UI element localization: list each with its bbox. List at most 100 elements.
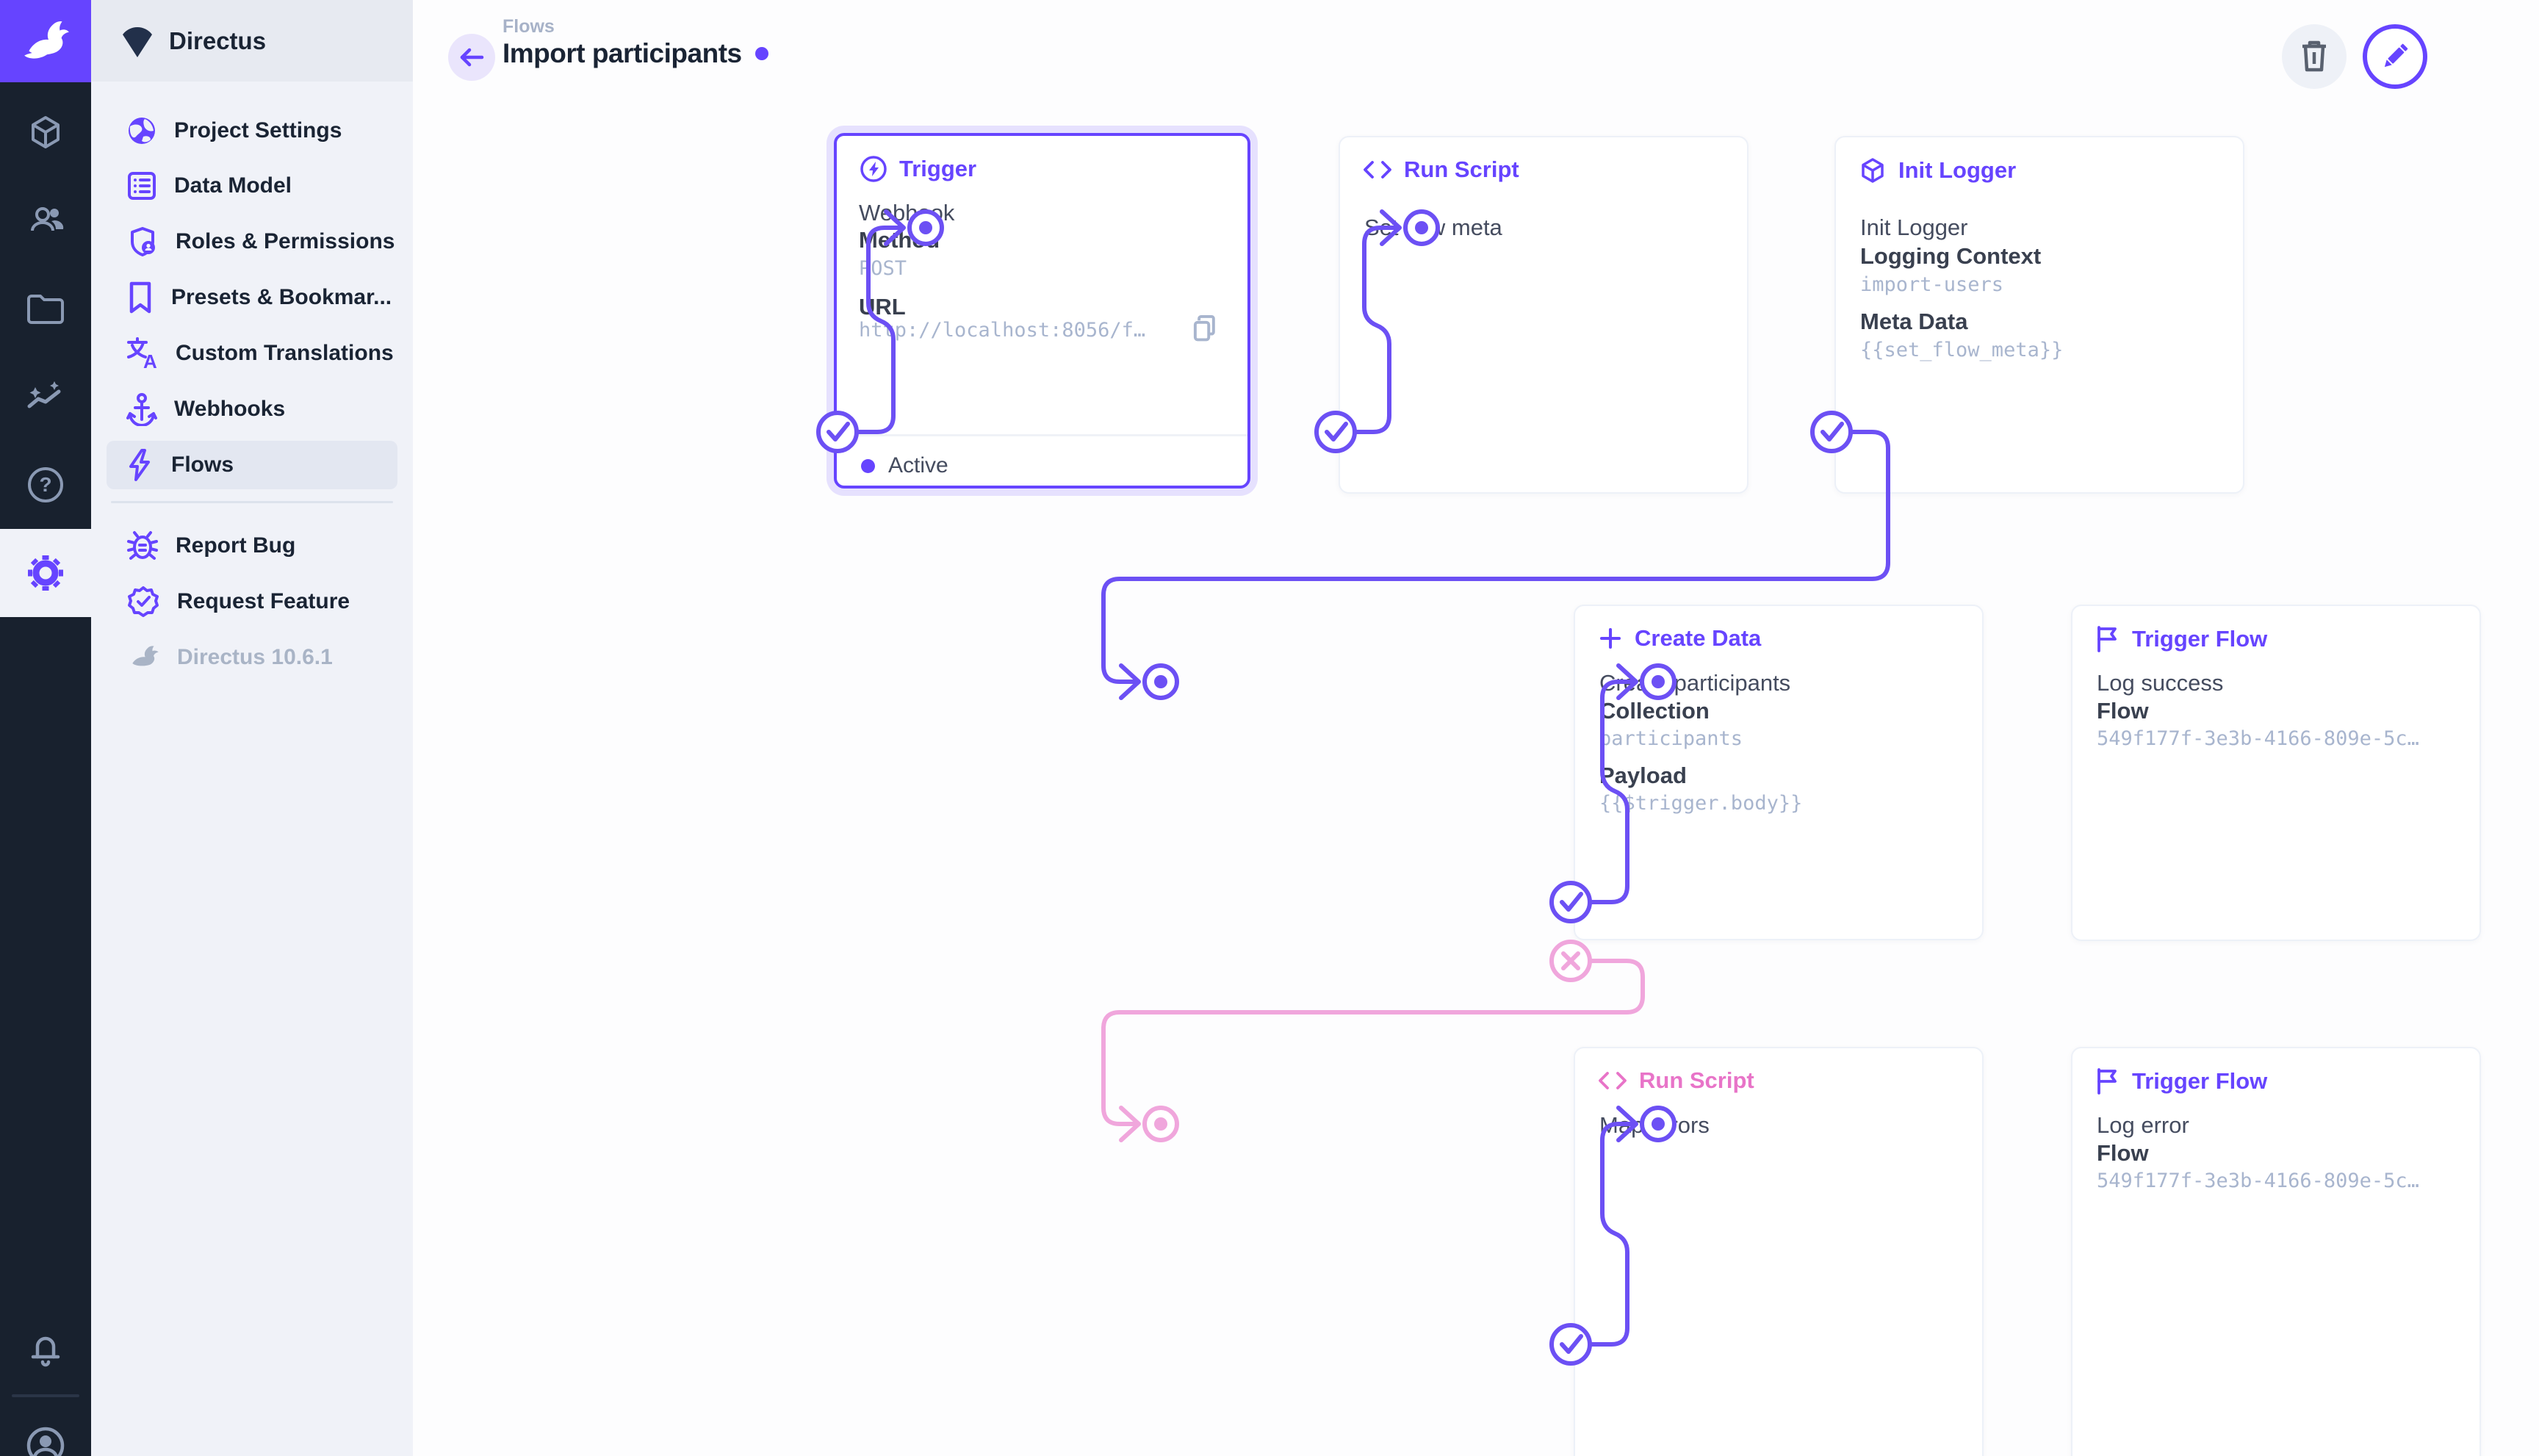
project-header[interactable]: Directus bbox=[91, 0, 413, 82]
badge-check-icon bbox=[128, 586, 159, 617]
operation-name: Set flow meta bbox=[1364, 215, 1502, 240]
field-label: Flow bbox=[2097, 1140, 2149, 1166]
bolt-circle-icon bbox=[860, 156, 887, 182]
card-trigger-flow-success[interactable]: Trigger Flow Log success Flow 549f177f-3… bbox=[2071, 605, 2481, 941]
sidebar-item-webhooks[interactable]: Webhooks bbox=[107, 385, 397, 433]
globe-icon bbox=[129, 118, 155, 144]
page-title: Import participants bbox=[503, 38, 742, 68]
sidebar-divider bbox=[111, 501, 393, 503]
anchor-icon bbox=[126, 393, 157, 426]
field-value: POST bbox=[859, 257, 907, 280]
field-label: Logging Context bbox=[1860, 243, 2042, 269]
operation-name: Init Logger bbox=[1860, 215, 1968, 240]
module-bar-divider bbox=[12, 1394, 79, 1397]
sidebar-item-request-feature[interactable]: Request Feature bbox=[107, 577, 397, 626]
sidebar-item-project-settings[interactable]: Project Settings bbox=[107, 107, 397, 155]
folder-icon[interactable] bbox=[0, 264, 91, 353]
flow-canvas[interactable]: Flows Import participants Trigger Webhoo… bbox=[413, 0, 2539, 1456]
card-init-logger[interactable]: Init Logger Init Logger Logging Context … bbox=[1834, 136, 2244, 494]
field-value: import-users bbox=[1860, 273, 2004, 296]
trash-icon bbox=[2302, 40, 2326, 72]
trigger-type: Webhook bbox=[859, 200, 955, 226]
gear-icon[interactable] bbox=[0, 529, 91, 617]
svg-text:A: A bbox=[143, 350, 157, 370]
status-badge: Active bbox=[861, 453, 948, 478]
card-title: Run Script bbox=[1639, 1067, 1754, 1093]
status-dot bbox=[861, 458, 875, 473]
sidebar-item-label: Webhooks bbox=[174, 397, 286, 421]
bug-icon bbox=[127, 531, 158, 560]
sidebar-item-label: Custom Translations bbox=[176, 341, 394, 365]
unsaved-dot bbox=[755, 47, 768, 60]
flag-icon bbox=[2097, 1068, 2117, 1095]
list-icon bbox=[128, 172, 156, 200]
directus-rabbit-icon[interactable] bbox=[0, 0, 91, 82]
field-value: {{$trigger.body}} bbox=[1599, 792, 1803, 815]
copy-icon[interactable] bbox=[1189, 314, 1220, 345]
field-value: 549f177f-3e3b-4166-809e-5c… bbox=[2097, 1170, 2419, 1192]
sidebar-item-label: Data Model bbox=[174, 173, 292, 198]
sidebar-item-presets-bookmarks[interactable]: Presets & Bookmar... bbox=[107, 273, 397, 322]
translate-icon: A bbox=[127, 337, 157, 370]
rabbit-gray-icon bbox=[132, 646, 159, 666]
flag-icon bbox=[2097, 626, 2117, 652]
plus-icon bbox=[1600, 628, 1621, 649]
field-label: Meta Data bbox=[1860, 309, 1968, 334]
sidebar-item-label: Roles & Permissions bbox=[176, 229, 395, 253]
status-label: Active bbox=[888, 453, 948, 477]
delete-flow-button[interactable] bbox=[2282, 24, 2347, 89]
card-run-script[interactable]: Run Script Set flow meta bbox=[1339, 136, 1749, 494]
insights-icon[interactable] bbox=[0, 353, 91, 441]
back-button[interactable] bbox=[448, 34, 495, 81]
help-icon[interactable]: ? bbox=[0, 441, 91, 529]
card-create-data[interactable]: Create Data Create participants Collecti… bbox=[1574, 605, 1984, 940]
shield-user-icon bbox=[131, 227, 155, 256]
bell-icon[interactable] bbox=[0, 1306, 91, 1394]
card-trigger[interactable]: Trigger Webhook Method POST URL http://l… bbox=[834, 133, 1250, 489]
sidebar-item-flows[interactable]: Flows bbox=[107, 441, 397, 489]
edit-flow-button[interactable] bbox=[2363, 24, 2427, 89]
module-bar: ? bbox=[0, 0, 91, 1456]
field-value: participants bbox=[1599, 727, 1743, 750]
operation-name: Log success bbox=[2097, 670, 2224, 696]
breadcrumb[interactable]: Flows bbox=[503, 16, 555, 37]
field-label: Flow bbox=[2097, 698, 2149, 724]
project-name: Directus bbox=[169, 26, 267, 54]
field-label: Payload bbox=[1599, 763, 1687, 788]
card-run-script-errors[interactable]: Run Script Map errors bbox=[1574, 1047, 1984, 1456]
bookmark-icon bbox=[129, 281, 151, 314]
avatar-icon[interactable] bbox=[0, 1402, 91, 1456]
sidebar-item-label: Project Settings bbox=[174, 118, 342, 143]
sidebar-item-roles-permissions[interactable]: Roles & Permissions bbox=[107, 217, 397, 266]
bolt-icon bbox=[129, 449, 150, 481]
card-title: Trigger Flow bbox=[2132, 1068, 2268, 1094]
card-title: Init Logger bbox=[1898, 157, 2017, 183]
card-title: Trigger Flow bbox=[2132, 626, 2268, 652]
users-icon[interactable] bbox=[0, 176, 91, 264]
rabbit-logo-glyph bbox=[24, 21, 69, 59]
card-trigger-flow-error[interactable]: Trigger Flow Log error Flow 549f177f-3e3… bbox=[2071, 1047, 2481, 1456]
sidebar-item-data-model[interactable]: Data Model bbox=[107, 162, 397, 210]
operation-name: Map errors bbox=[1599, 1112, 1710, 1138]
field-value: {{set_flow_meta}} bbox=[1860, 339, 2064, 361]
code-icon bbox=[1364, 161, 1391, 179]
field-value: http://localhost:8056/f… bbox=[859, 319, 1146, 342]
sidebar-item-report-bug[interactable]: Report Bug bbox=[107, 522, 397, 570]
cube-icon bbox=[1862, 158, 1884, 183]
svg-text:?: ? bbox=[39, 473, 51, 496]
sidebar-item-custom-translations[interactable]: A Custom Translations bbox=[107, 329, 397, 378]
sidebar-item-label: Report Bug bbox=[176, 533, 296, 558]
operation-name: Create participants bbox=[1599, 670, 1791, 696]
card-title: Trigger bbox=[899, 156, 977, 181]
card-divider bbox=[837, 434, 1247, 436]
field-label: Method bbox=[859, 227, 940, 253]
card-title: Create Data bbox=[1635, 625, 1762, 651]
field-label: Collection bbox=[1599, 698, 1710, 724]
operation-name: Log error bbox=[2097, 1112, 2189, 1138]
sidebar-item-label: Presets & Bookmar... bbox=[171, 285, 392, 309]
code-icon bbox=[1599, 1072, 1627, 1089]
box-icon[interactable] bbox=[0, 88, 91, 176]
card-title: Run Script bbox=[1404, 156, 1519, 182]
sidebar-version: Directus 10.6.1 bbox=[107, 633, 397, 682]
